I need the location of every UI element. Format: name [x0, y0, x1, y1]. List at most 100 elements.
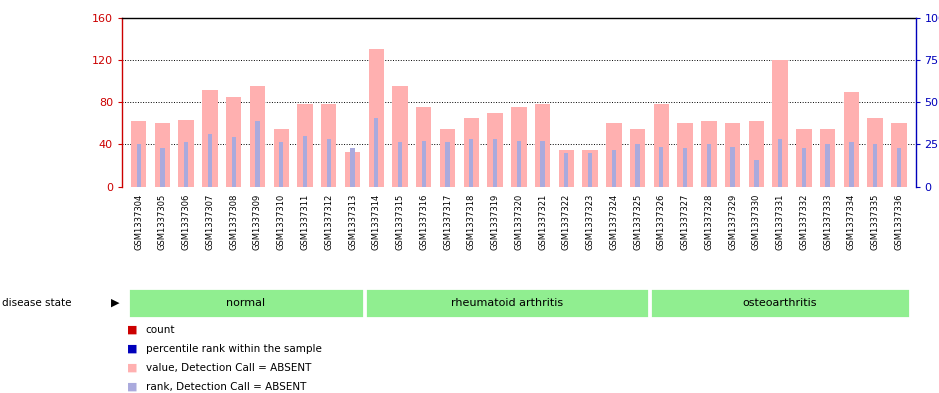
Text: ■: ■ [127, 325, 137, 335]
Text: GSM1337312: GSM1337312 [324, 193, 333, 250]
Bar [445, 142, 450, 187]
Bar [202, 90, 218, 187]
Bar [321, 104, 336, 187]
Bar [131, 121, 146, 187]
Bar [731, 147, 734, 187]
Bar [439, 129, 455, 187]
FancyBboxPatch shape [365, 288, 649, 318]
Text: GSM1337330: GSM1337330 [752, 193, 761, 250]
Bar [683, 148, 687, 187]
Text: GSM1337328: GSM1337328 [704, 193, 714, 250]
Bar [511, 107, 527, 187]
Bar [582, 150, 598, 187]
Bar [820, 129, 836, 187]
Text: GSM1337304: GSM1337304 [134, 193, 144, 250]
Text: GSM1337333: GSM1337333 [824, 193, 832, 250]
Text: GSM1337331: GSM1337331 [776, 193, 785, 250]
Text: GSM1337307: GSM1337307 [206, 193, 214, 250]
Bar [250, 86, 265, 187]
Text: GSM1337314: GSM1337314 [372, 193, 380, 250]
Text: GSM1337316: GSM1337316 [420, 193, 428, 250]
Text: osteoarthritis: osteoarthritis [743, 298, 817, 308]
Bar [559, 150, 574, 187]
Text: GSM1337311: GSM1337311 [300, 193, 310, 250]
Bar [564, 153, 568, 187]
Text: GSM1337325: GSM1337325 [633, 193, 642, 250]
Bar [178, 120, 194, 187]
Text: rank, Detection Call = ABSENT: rank, Detection Call = ABSENT [146, 382, 306, 392]
Bar [849, 142, 854, 187]
Text: GSM1337309: GSM1337309 [253, 193, 262, 250]
Bar [754, 160, 759, 187]
Text: GSM1337334: GSM1337334 [847, 193, 855, 250]
Bar [825, 144, 830, 187]
Bar [136, 144, 141, 187]
Bar [470, 139, 473, 187]
Bar [255, 121, 260, 187]
Bar [873, 144, 877, 187]
Text: GSM1337321: GSM1337321 [538, 193, 547, 250]
Text: count: count [146, 325, 175, 335]
Bar [279, 142, 284, 187]
Bar [773, 60, 788, 187]
Bar [422, 141, 426, 187]
Text: normal: normal [226, 298, 265, 308]
Bar [184, 142, 189, 187]
Bar [516, 141, 521, 187]
Bar [398, 142, 402, 187]
Bar [611, 150, 616, 187]
Text: percentile rank within the sample: percentile rank within the sample [146, 344, 321, 354]
Text: GSM1337324: GSM1337324 [609, 193, 618, 250]
Bar [535, 104, 550, 187]
Text: GSM1337313: GSM1337313 [348, 193, 357, 250]
Text: GSM1337327: GSM1337327 [681, 193, 689, 250]
Bar [707, 144, 711, 187]
Bar [374, 118, 378, 187]
Bar [345, 152, 361, 187]
FancyBboxPatch shape [650, 288, 910, 318]
Bar [350, 148, 355, 187]
Bar [725, 123, 740, 187]
Text: GSM1337308: GSM1337308 [229, 193, 239, 250]
Text: ■: ■ [127, 344, 137, 354]
Bar [327, 139, 331, 187]
Text: GSM1337326: GSM1337326 [657, 193, 666, 250]
Bar [487, 113, 502, 187]
Bar [416, 107, 432, 187]
Text: ■: ■ [127, 382, 137, 392]
Bar [226, 97, 241, 187]
Bar [232, 137, 236, 187]
Bar [897, 148, 901, 187]
Bar [659, 147, 664, 187]
FancyBboxPatch shape [128, 288, 363, 318]
Bar [493, 139, 498, 187]
Text: GSM1337322: GSM1337322 [562, 193, 571, 250]
Text: GSM1337319: GSM1337319 [490, 193, 500, 250]
Text: GSM1337318: GSM1337318 [467, 193, 476, 250]
Text: ■: ■ [127, 363, 137, 373]
Text: GSM1337323: GSM1337323 [586, 193, 594, 250]
Bar [303, 136, 307, 187]
Bar [636, 144, 639, 187]
Bar [630, 129, 645, 187]
Bar [161, 148, 164, 187]
Text: rheumatoid arthritis: rheumatoid arthritis [451, 298, 563, 308]
Text: GSM1337310: GSM1337310 [277, 193, 285, 250]
Bar [843, 92, 859, 187]
Text: GSM1337332: GSM1337332 [799, 193, 808, 250]
Bar [208, 134, 212, 187]
Text: GSM1337336: GSM1337336 [894, 193, 903, 250]
Bar [540, 141, 545, 187]
Bar [748, 121, 764, 187]
Text: GSM1337317: GSM1337317 [443, 193, 452, 250]
Text: value, Detection Call = ABSENT: value, Detection Call = ABSENT [146, 363, 311, 373]
Text: GSM1337306: GSM1337306 [182, 193, 191, 250]
Text: ▶: ▶ [111, 298, 119, 308]
Bar [368, 50, 384, 187]
Text: GSM1337320: GSM1337320 [515, 193, 523, 250]
Bar [273, 129, 289, 187]
Bar [796, 129, 811, 187]
Text: disease state: disease state [2, 298, 71, 308]
Text: GSM1337335: GSM1337335 [870, 193, 880, 250]
Bar [464, 118, 479, 187]
